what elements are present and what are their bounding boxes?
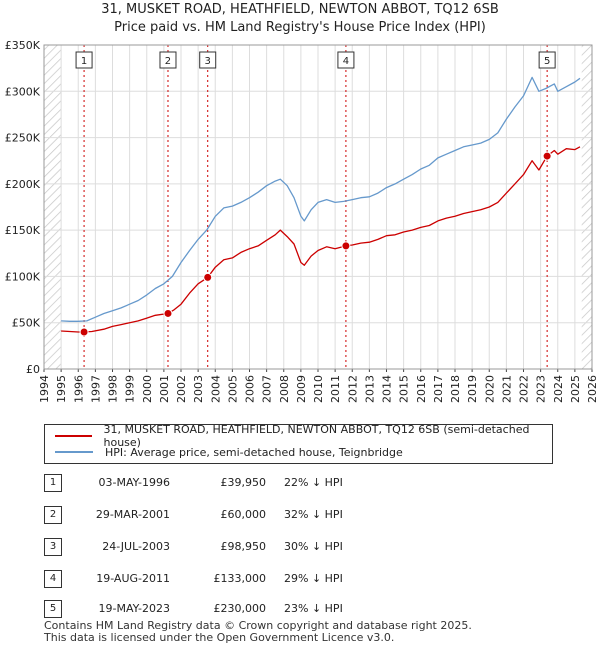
transaction-price: £133,000 — [213, 572, 267, 585]
table-row: 1 03-MAY-1996 £39,950 22% ↓ HPI — [0, 474, 600, 494]
legend: 31, MUSKET ROAD, HEATHFIELD, NEWTON ABBO… — [44, 423, 553, 464]
transaction-date: 19-MAY-2023 — [98, 602, 170, 615]
sale-point — [341, 241, 351, 251]
y-tick-label: £0 — [26, 363, 40, 376]
y-tick-label: £200K — [5, 178, 41, 191]
x-tick-label: 2006 — [244, 375, 257, 403]
x-tick-label: 2001 — [158, 375, 171, 403]
hpi-line — [61, 76, 581, 322]
sale-label-number: 1 — [81, 56, 87, 67]
x-tick-label: 2013 — [363, 375, 376, 403]
sale-label-box — [199, 51, 217, 69]
transaction-date: 19-AUG-2011 — [96, 572, 170, 585]
y-tick-label: £300K — [5, 85, 41, 98]
footer: Contains HM Land Registry data © Crown c… — [44, 620, 472, 644]
x-tick-label: 2011 — [329, 375, 342, 403]
x-tick-label: 2017 — [432, 375, 445, 403]
x-tick-label: 1994 — [38, 375, 51, 403]
x-tick-label: 2024 — [552, 375, 565, 403]
transaction-price: £39,950 — [220, 476, 267, 489]
footer-copyright: Contains HM Land Registry data © Crown c… — [44, 619, 472, 632]
x-tick-label: 2021 — [500, 375, 513, 403]
sale-label-box — [159, 51, 177, 69]
x-tick-label: 2003 — [192, 375, 205, 403]
x-tick-label: 2009 — [295, 375, 308, 403]
x-tick-label: 2016 — [415, 375, 428, 403]
x-tick-label: 2022 — [518, 375, 531, 403]
legend-item-hpi: HPI: Average price, semi-detached house,… — [55, 445, 403, 459]
y-tick-label: £250K — [5, 132, 41, 145]
transaction-date: 29-MAR-2001 — [95, 508, 170, 521]
transaction-hpi: 32% ↓ HPI — [284, 508, 343, 521]
table-row: 5 19-MAY-2023 £230,000 23% ↓ HPI — [0, 600, 600, 620]
x-tick-label: 2023 — [535, 375, 548, 403]
legend-label-hpi: HPI: Average price, semi-detached house,… — [105, 445, 403, 459]
x-tick-label: 2012 — [346, 375, 359, 403]
transaction-price: £230,000 — [213, 602, 267, 615]
x-tick-label: 2002 — [175, 375, 188, 403]
table-row: 2 29-MAR-2001 £60,000 32% ↓ HPI — [0, 506, 600, 526]
sale-label-number: 4 — [343, 56, 349, 67]
property-price-line — [61, 146, 581, 333]
y-tick-label: £350K — [5, 39, 41, 52]
x-tick-label: 2008 — [278, 375, 291, 403]
sale-label-box — [337, 51, 355, 69]
x-tick-label: 2007 — [261, 375, 274, 403]
x-tick-label: 2026 — [586, 375, 599, 403]
sale-point — [542, 151, 552, 161]
sale-point — [79, 327, 89, 337]
transaction-number: 5 — [44, 600, 62, 618]
x-tick-label: 2000 — [141, 375, 154, 403]
x-tick-label: 2020 — [483, 375, 496, 403]
legend-label-property: 31, MUSKET ROAD, HEATHFIELD, NEWTON ABBO… — [103, 423, 530, 449]
transaction-hpi: 29% ↓ HPI — [284, 572, 343, 585]
table-row: 3 24-JUL-2003 £98,950 30% ↓ HPI — [0, 538, 600, 558]
transaction-hpi: 23% ↓ HPI — [284, 602, 343, 615]
x-tick-label: 2019 — [466, 375, 479, 403]
chart-subtitle: Price paid vs. HM Land Registry's House … — [114, 20, 486, 35]
y-tick-label: £50K — [12, 317, 41, 330]
legend-swatch-red — [55, 435, 92, 437]
x-tick-label: 1998 — [107, 375, 120, 403]
chart-title: 31, MUSKET ROAD, HEATHFIELD, NEWTON ABBO… — [101, 2, 499, 17]
transaction-number: 3 — [44, 538, 62, 556]
legend-swatch-blue — [55, 451, 93, 453]
transaction-hpi: 22% ↓ HPI — [284, 476, 343, 489]
transaction-price: £60,000 — [220, 508, 267, 521]
x-tick-label: 2005 — [226, 375, 239, 403]
y-tick-label: £100K — [5, 270, 41, 283]
x-tick-label: 2010 — [312, 375, 325, 403]
y-tick-label: £150K — [5, 224, 41, 237]
price-chart: 1 2 3 4 5 £0 £50K £100K £150K £200K £250K £300K £35… — [5, 39, 599, 403]
transaction-date: 24-JUL-2003 — [102, 540, 170, 553]
x-tick-label: 1995 — [55, 375, 68, 403]
transaction-number: 4 — [44, 570, 62, 588]
transaction-hpi: 30% ↓ HPI — [284, 540, 343, 553]
sale-label-number: 3 — [205, 56, 211, 67]
transaction-number: 1 — [44, 474, 62, 492]
x-tick-label: 2004 — [209, 375, 222, 403]
x-tick-label: 2025 — [569, 375, 582, 403]
legend-item-property: 31, MUSKET ROAD, HEATHFIELD, NEWTON ABBO… — [55, 423, 552, 449]
plot-border — [43, 44, 593, 370]
x-tick-label: 2018 — [449, 375, 462, 403]
x-tick-label: 1996 — [72, 375, 85, 403]
sale-label-number: 5 — [544, 56, 550, 67]
hatched-region — [581, 45, 592, 369]
sale-label-number: 2 — [165, 56, 171, 67]
transaction-date: 03-MAY-1996 — [98, 476, 170, 489]
x-tick-label: 2014 — [381, 375, 394, 403]
transaction-price: £98,950 — [220, 540, 267, 553]
sale-label-box — [75, 51, 93, 69]
sale-label-box — [538, 51, 556, 69]
hatched-region — [44, 45, 62, 369]
x-tick-label: 1999 — [124, 375, 137, 403]
footer-license: This data is licensed under the Open Gov… — [44, 631, 395, 644]
x-tick-label: 1997 — [89, 375, 102, 403]
table-row: 4 19-AUG-2011 £133,000 29% ↓ HPI — [0, 570, 600, 590]
sale-point — [163, 308, 173, 318]
x-tick-label: 2015 — [398, 375, 411, 403]
transaction-number: 2 — [44, 506, 62, 524]
sale-point — [203, 272, 213, 282]
